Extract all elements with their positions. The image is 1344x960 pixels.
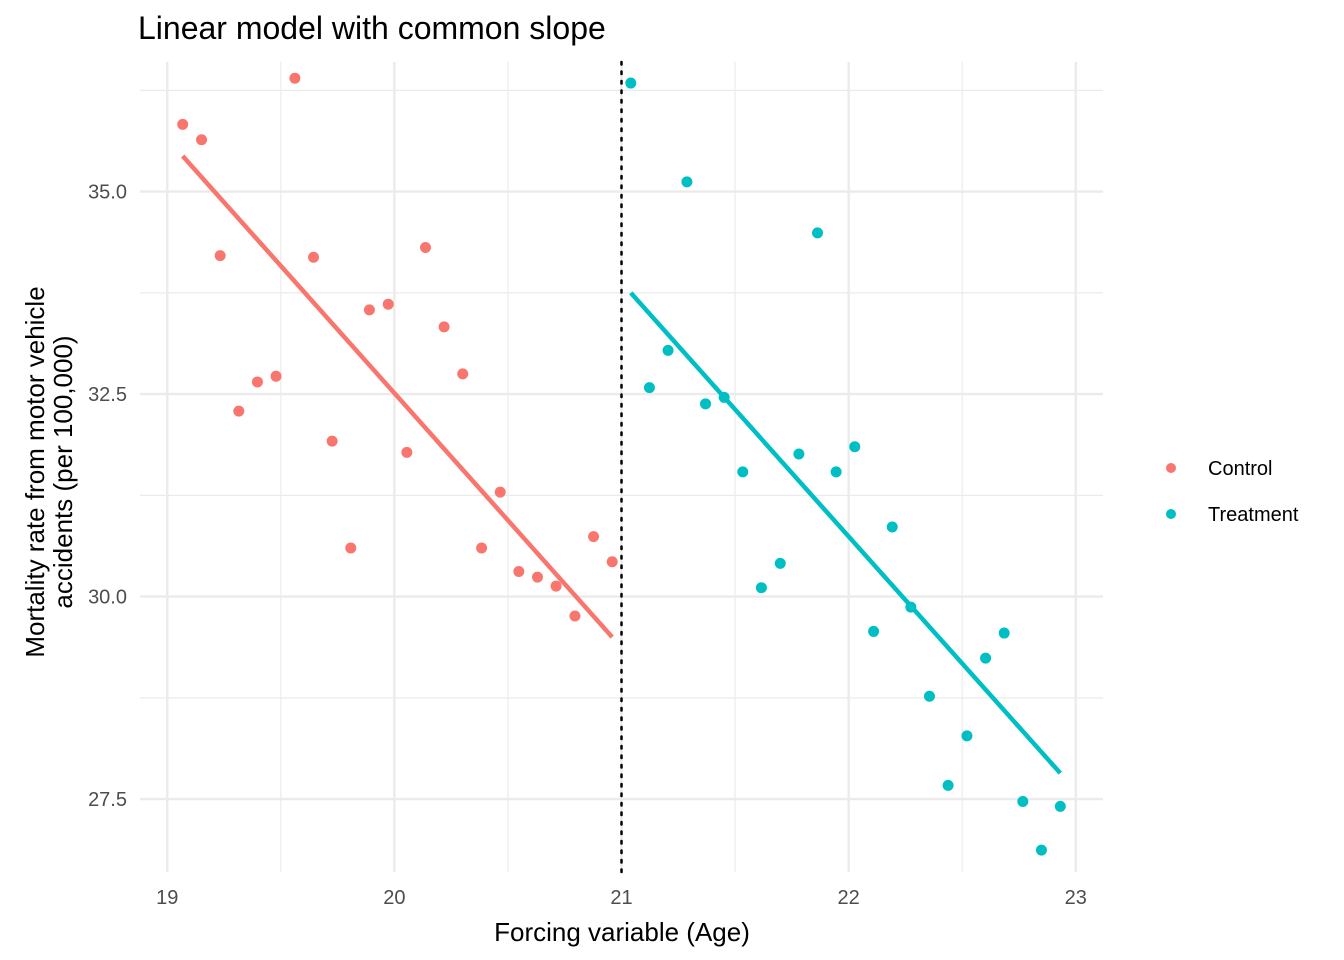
data-point-treatment (980, 652, 992, 664)
legend-label-treatment: Treatment (1208, 504, 1299, 526)
data-point-treatment (961, 730, 973, 742)
data-point-control (513, 565, 525, 577)
fit-line-treatment (629, 291, 1062, 775)
legend-key-control (1166, 463, 1176, 473)
y-tick-label: 35.0 (88, 182, 127, 204)
data-point-treatment (905, 601, 917, 613)
x-tick-label: 23 (1065, 887, 1087, 909)
y-axis-label-line-2: accidents (per 100,000) (48, 335, 78, 608)
data-point-control (214, 250, 226, 262)
data-point-treatment (662, 344, 674, 356)
data-point-treatment (868, 625, 880, 637)
legend: Control Treatment (1166, 458, 1299, 526)
data-point-treatment (1035, 844, 1047, 856)
data-point-control (196, 134, 208, 146)
data-point-control (289, 72, 301, 84)
data-point-control (345, 542, 357, 554)
y-tick-label: 27.5 (88, 789, 127, 811)
data-point-treatment (1017, 796, 1029, 808)
data-point-treatment (998, 627, 1010, 639)
x-axis-label: Forcing variable (Age) (494, 917, 750, 947)
data-point-treatment (812, 227, 824, 239)
data-point-control (382, 298, 394, 310)
chart-title: Linear model with common slope (138, 10, 606, 46)
data-point-treatment (774, 557, 786, 569)
x-tick-label: 21 (610, 887, 632, 909)
data-point-control (401, 446, 413, 458)
data-point-control (531, 571, 543, 583)
data-point-treatment (923, 690, 935, 702)
data-point-treatment (793, 448, 805, 460)
data-point-treatment (755, 582, 767, 594)
y-axis-ticks: 27.5 30.0 32.5 35.0 (88, 182, 127, 811)
data-point-control (177, 118, 189, 130)
data-point-treatment (830, 466, 842, 478)
data-point-control (588, 531, 600, 543)
data-point-treatment (700, 398, 712, 410)
data-point-treatment (718, 391, 730, 403)
data-point-treatment (849, 441, 861, 453)
data-point-control (550, 580, 562, 592)
grid-major (140, 62, 1103, 872)
fit-lines (181, 154, 1062, 775)
x-tick-label: 20 (383, 887, 405, 909)
data-point-control (419, 241, 431, 253)
data-point-control (233, 405, 245, 417)
data-point-treatment (1054, 800, 1066, 812)
legend-label-control: Control (1208, 458, 1272, 480)
data-point-control (494, 486, 506, 498)
legend-key-treatment (1166, 509, 1176, 519)
fit-line-control (181, 154, 614, 639)
data-point-treatment (625, 77, 637, 89)
data-point-control (606, 556, 618, 568)
y-tick-label: 32.5 (88, 384, 127, 406)
data-points (177, 72, 1066, 856)
y-tick-label: 30.0 (88, 587, 127, 609)
data-point-treatment (643, 382, 655, 394)
data-point-treatment (886, 521, 898, 533)
x-tick-label: 19 (156, 887, 178, 909)
data-point-treatment (737, 466, 749, 478)
data-point-control (476, 542, 488, 554)
data-point-treatment (681, 176, 693, 188)
data-point-control (326, 435, 338, 447)
data-point-control (363, 304, 375, 316)
data-point-control (569, 610, 581, 622)
data-point-control (457, 368, 469, 380)
data-point-control (308, 251, 320, 263)
x-axis-ticks: 19 20 21 22 23 (156, 887, 1087, 909)
y-axis-label-line-1: Mortality rate from motor vehicle (20, 286, 50, 657)
data-point-treatment (942, 779, 954, 791)
data-point-control (438, 321, 450, 333)
x-tick-label: 22 (837, 887, 859, 909)
data-point-control (270, 370, 282, 382)
data-point-control (251, 376, 263, 388)
